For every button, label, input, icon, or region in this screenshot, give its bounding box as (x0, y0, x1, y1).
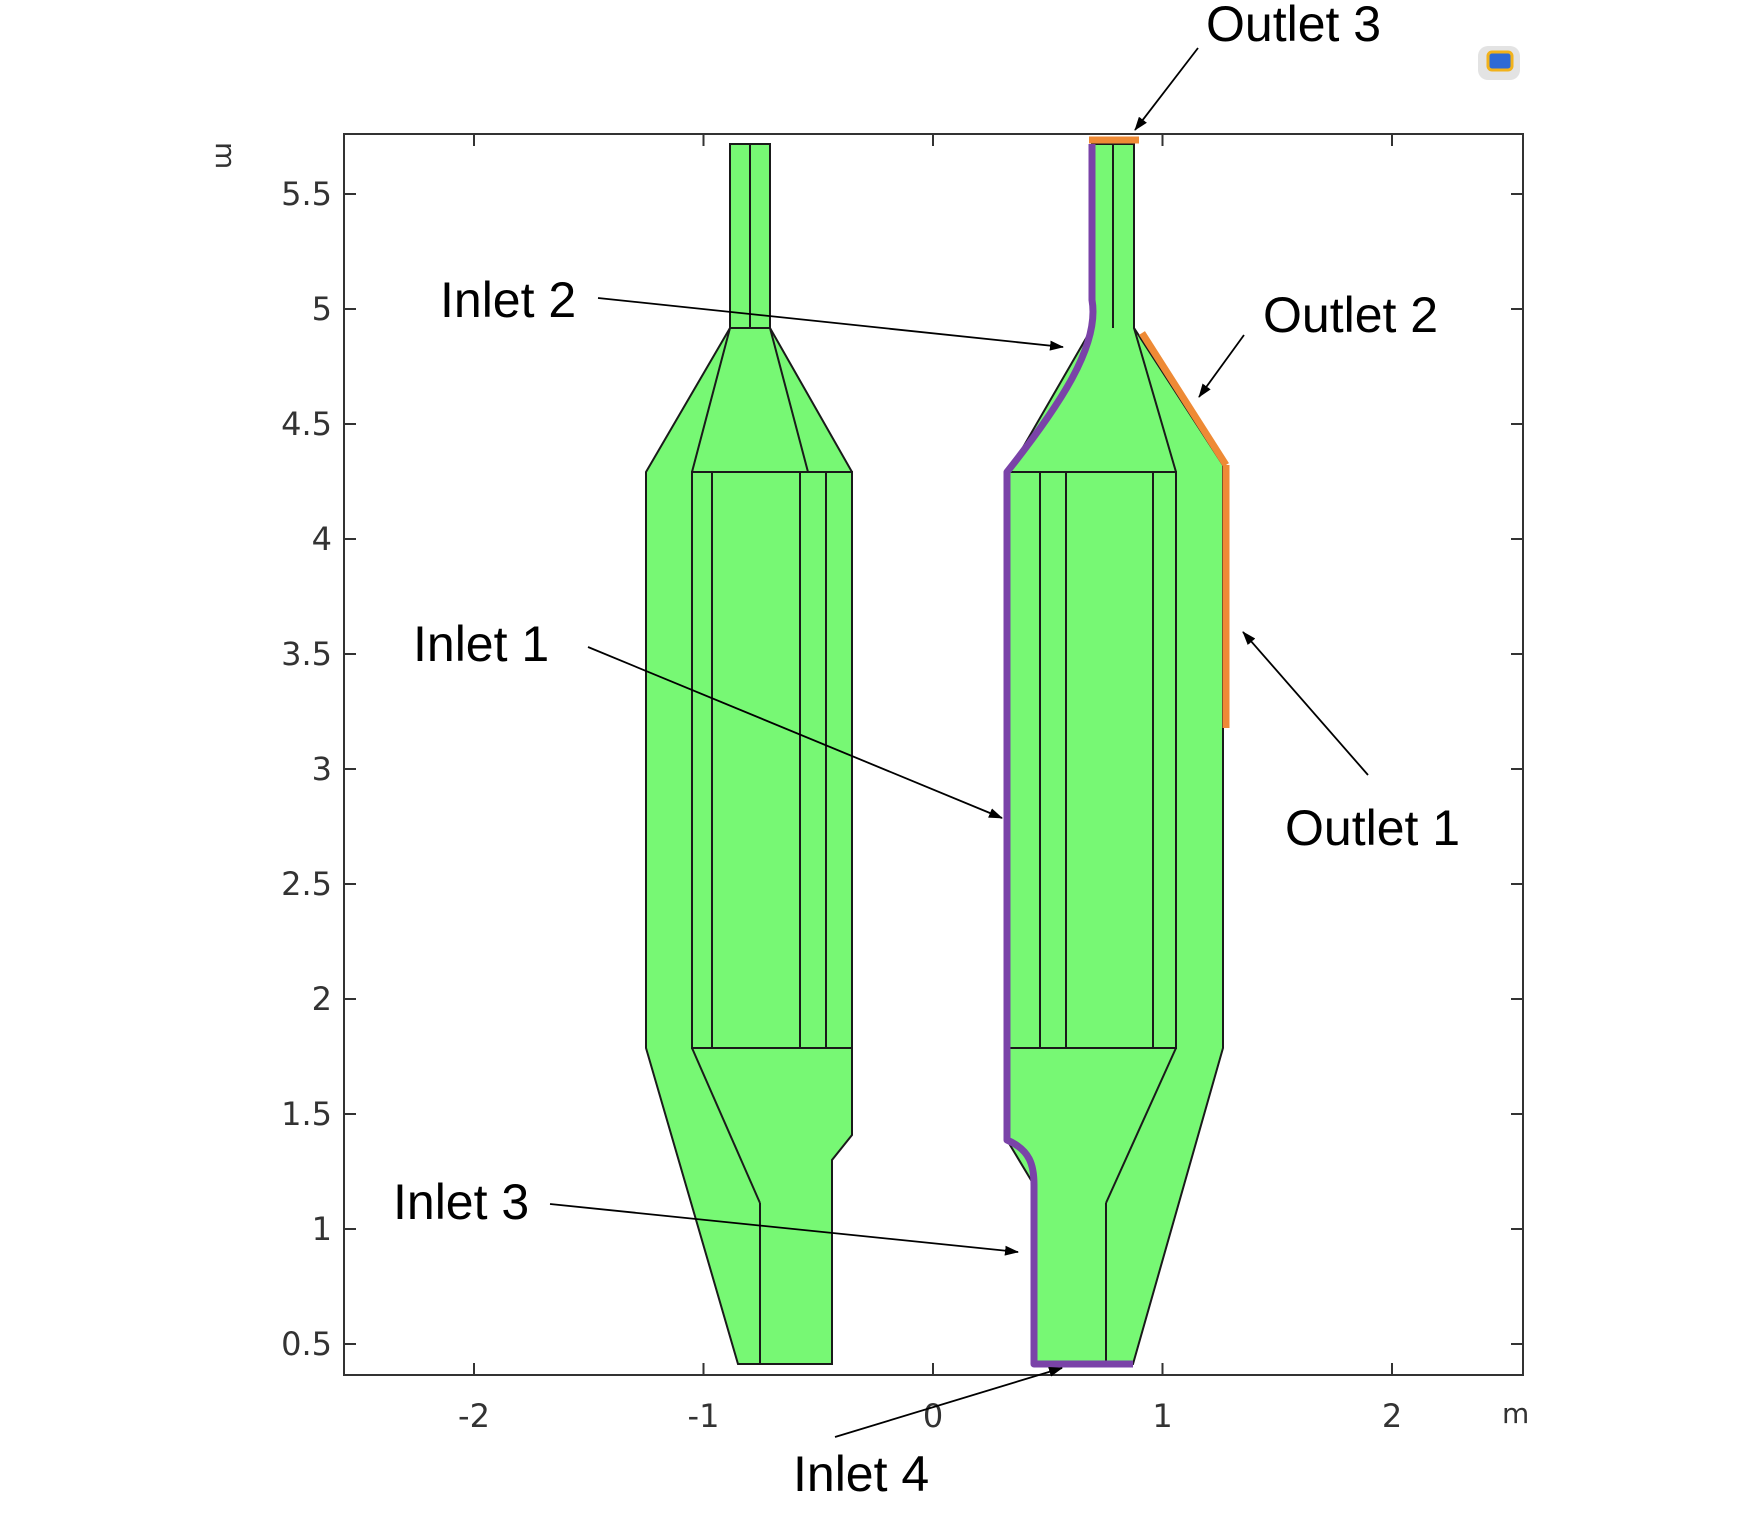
boundary-highlights (1003, 136, 1230, 1368)
outlet1-arrow (1242, 631, 1369, 776)
inlet2-label: Inlet 2 (440, 272, 576, 328)
inlet4-label: Inlet 4 (793, 1446, 929, 1502)
outlet3-label: Outlet 3 (1206, 0, 1381, 52)
outlet2-label: Outlet 2 (1263, 287, 1438, 343)
y-tick-label: 0.5 (281, 1325, 332, 1363)
annotation-arrows (549, 47, 1369, 1438)
x-tick-label: 1 (1152, 1397, 1172, 1435)
inlet3-arrow (549, 1203, 1019, 1256)
app-logo-icon (1478, 46, 1520, 80)
x-tick-label: -2 (458, 1397, 490, 1435)
x-tick-label: 2 (1382, 1397, 1402, 1435)
outlet2-boundary (1139, 331, 1229, 467)
y-tick-label: 3.5 (281, 635, 332, 673)
inlet-boundary-path (1003, 144, 1133, 1368)
y-tick-label: 5.5 (281, 175, 332, 213)
y-tick-label: 2 (312, 980, 332, 1018)
y-tick-label: 3 (312, 750, 332, 788)
outlet1-label: Outlet 1 (1285, 800, 1460, 856)
y-tick-label: 1 (312, 1210, 332, 1248)
y-axis-unit: m (209, 142, 242, 169)
inlet1-arrow (587, 646, 1003, 819)
x-axis-ticks: -2 -1 0 1 2 (458, 134, 1402, 1435)
outlet3-arrow (1134, 47, 1199, 131)
annotation-labels: Outlet 3 Outlet 2 Outlet 1 Inlet 2 Inlet… (393, 0, 1460, 1502)
y-tick-label: 4.5 (281, 405, 332, 443)
inlet2-arrow (597, 297, 1064, 351)
outlet2-arrow (1198, 334, 1245, 398)
y-tick-label: 4 (312, 520, 332, 558)
axes: -2 -1 0 1 2 0.5 1 1.5 2 2.5 3 3.5 4 4.5 5 5.5 m m (209, 133, 1529, 1435)
y-tick-label: 2.5 (281, 865, 332, 903)
y-tick-label: 5 (312, 290, 332, 328)
x-axis-unit: m (1502, 1397, 1529, 1430)
right-geometry (1006, 143, 1224, 1365)
y-axis-ticks: 0.5 1 1.5 2 2.5 3 3.5 4 4.5 5 5.5 (281, 175, 1523, 1363)
inlet3-label: Inlet 3 (393, 1174, 529, 1230)
left-geometry (645, 143, 853, 1365)
x-tick-label: 0 (923, 1397, 943, 1435)
inlet1-label: Inlet 1 (413, 616, 549, 672)
y-tick-label: 1.5 (281, 1095, 332, 1133)
inlet4-arrow (834, 1366, 1063, 1438)
x-tick-label: -1 (688, 1397, 720, 1435)
